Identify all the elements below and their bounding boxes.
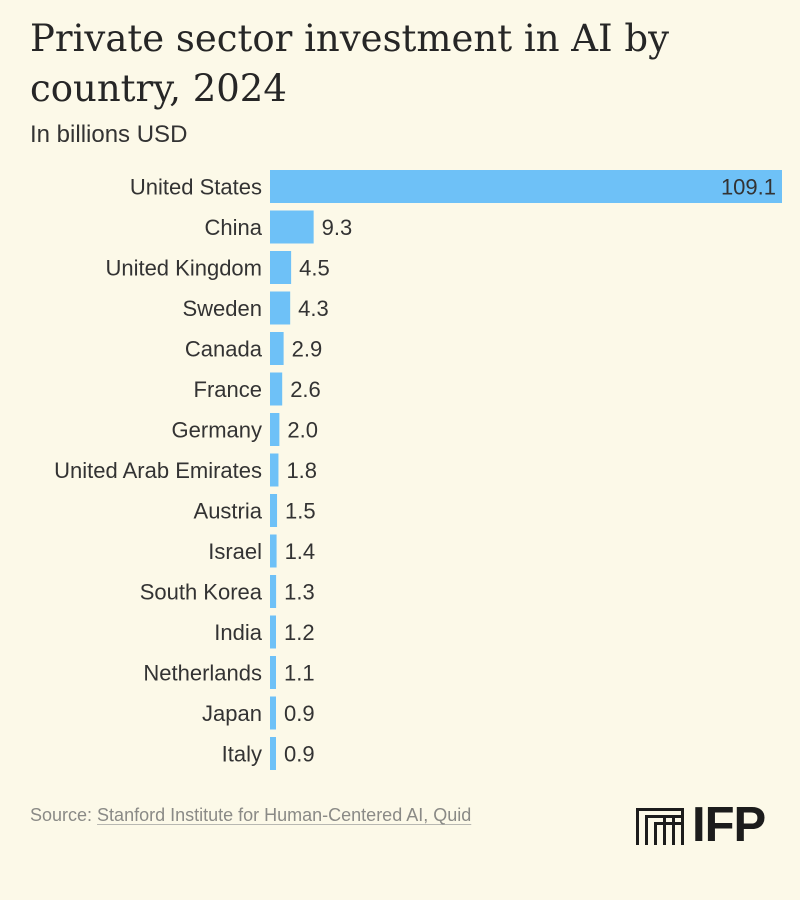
bar — [270, 656, 276, 689]
bar — [270, 372, 283, 406]
bar — [270, 453, 279, 487]
bar — [270, 575, 277, 608]
category-label: Israel — [208, 539, 262, 564]
category-label: Austria — [194, 499, 263, 524]
category-label: Netherlands — [143, 661, 262, 686]
category-label: United Kingdom — [105, 256, 262, 281]
value-label: 1.4 — [285, 539, 316, 564]
bar — [270, 170, 782, 203]
category-label: Canada — [185, 337, 263, 362]
bar — [270, 251, 292, 284]
value-label: 4.5 — [299, 256, 330, 281]
value-label: 109.1 — [721, 175, 776, 200]
source-link[interactable]: Stanford Institute for Human-Centered AI… — [97, 805, 472, 825]
category-label: China — [205, 215, 263, 240]
bar — [270, 332, 284, 365]
bar — [270, 615, 276, 649]
bar — [270, 534, 277, 568]
value-label: 1.5 — [285, 499, 316, 524]
value-label: 2.6 — [290, 377, 321, 402]
value-label: 0.9 — [284, 742, 315, 767]
ifp-stairs-icon — [636, 808, 684, 845]
category-label: Germany — [172, 418, 262, 443]
chart-subtitle: In billions USD — [30, 121, 188, 148]
source-prefix: Source: — [30, 805, 98, 825]
value-label: 1.8 — [286, 458, 317, 483]
bar-chart: United States 109.1 China 9.3 United Kingdom… — [54, 170, 782, 770]
bar — [270, 737, 276, 770]
bar — [270, 210, 314, 244]
value-label: 0.9 — [284, 701, 315, 726]
category-label: South Korea — [140, 580, 263, 605]
ifp-logo: IFP — [636, 798, 786, 852]
bar — [270, 291, 291, 325]
bar — [270, 696, 276, 730]
category-label: Japan — [202, 701, 262, 726]
value-label: 2.9 — [292, 337, 323, 362]
category-label: India — [214, 620, 262, 645]
source-note: Source: Stanford Institute for Human-Cen… — [30, 805, 471, 826]
value-label: 9.3 — [322, 215, 353, 240]
value-label: 1.2 — [284, 620, 315, 645]
value-label: 2.0 — [287, 418, 318, 443]
category-label: United Arab Emirates — [54, 458, 262, 483]
category-label: United States — [130, 175, 262, 200]
category-label: France — [194, 377, 262, 402]
ifp-logo-text: IFP — [692, 798, 766, 852]
category-label: Italy — [222, 742, 262, 767]
category-label: Sweden — [182, 296, 262, 321]
value-label: 1.3 — [284, 580, 315, 605]
value-label: 4.3 — [298, 296, 329, 321]
chart-title: Private sector investment in AI by count… — [30, 17, 669, 110]
bar — [270, 413, 280, 446]
bar — [270, 494, 278, 527]
value-label: 1.1 — [284, 661, 315, 686]
